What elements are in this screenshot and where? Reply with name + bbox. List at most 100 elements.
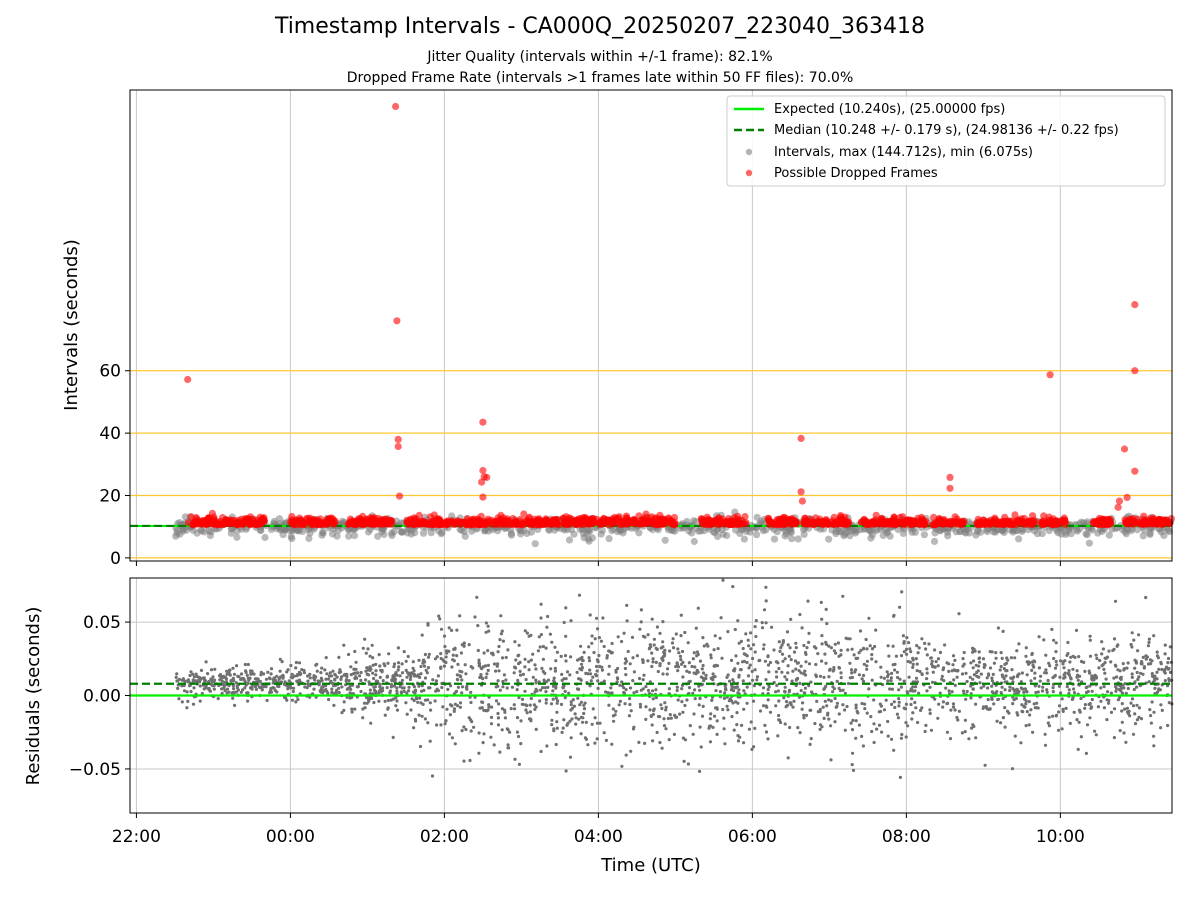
residual-point (1136, 677, 1140, 682)
residual-point (220, 691, 224, 695)
residual-point (1095, 656, 1099, 661)
residual-point (843, 728, 847, 732)
residual-point (651, 697, 655, 701)
residual-point (694, 626, 698, 630)
dropped-frame-point (360, 517, 368, 525)
residual-point (1043, 743, 1048, 747)
dropped-frame-outlier (1114, 503, 1122, 511)
residual-point (1006, 658, 1010, 662)
residual-point (864, 637, 868, 642)
residual-point (601, 616, 605, 620)
dropped-frame-point (523, 517, 531, 525)
residual-point (1051, 686, 1055, 690)
dropped-frame-point (786, 516, 794, 524)
residual-point (449, 684, 453, 688)
residual-point (628, 702, 632, 707)
residual-point (722, 727, 726, 731)
residual-point (445, 651, 449, 655)
residual-point (519, 719, 523, 723)
dropped-frame-point (213, 521, 222, 529)
residual-point (824, 661, 828, 665)
residual-point (971, 687, 975, 691)
residual-point (837, 712, 841, 716)
residual-point (810, 690, 814, 694)
residual-point (568, 755, 573, 759)
residual-point (671, 637, 675, 641)
residual-point (1119, 689, 1123, 693)
residual-point (506, 648, 510, 652)
residual-point (984, 705, 989, 710)
residual-point (990, 697, 994, 702)
residual-point (529, 717, 533, 721)
residual-point (902, 650, 906, 654)
residual-point (277, 676, 281, 680)
residual-point (674, 665, 678, 669)
residual-point (243, 662, 247, 667)
residual-point (359, 670, 363, 675)
residual-point (177, 697, 181, 701)
residual-point (1000, 685, 1004, 689)
dropped-frame-point (818, 520, 826, 528)
residual-point (489, 722, 494, 726)
dropped-frame-outlier (1131, 301, 1139, 309)
residual-point (609, 686, 613, 690)
residual-point (1088, 684, 1092, 688)
residual-point (767, 670, 771, 674)
residual-point (880, 730, 884, 734)
residual-point (412, 690, 416, 694)
residual-point (1019, 680, 1023, 684)
residual-point (777, 699, 781, 703)
residual-point (981, 657, 986, 661)
dropped-frame-point (494, 520, 502, 528)
residual-point (328, 671, 332, 675)
residual-point (726, 673, 730, 677)
residual-point (662, 650, 666, 654)
interval-point (345, 532, 353, 540)
residual-point (513, 757, 517, 761)
residual-point (398, 674, 402, 678)
interval-point (697, 527, 705, 535)
residual-point (777, 640, 781, 644)
residual-point (854, 706, 858, 710)
residual-point (445, 707, 449, 711)
residual-point (907, 675, 911, 679)
residual-point (372, 700, 376, 705)
residual-point (486, 663, 490, 668)
residual-point (536, 649, 541, 653)
residual-point (470, 720, 474, 724)
residual-point (562, 620, 566, 625)
residual-point (1120, 720, 1124, 724)
residual-point (1090, 678, 1094, 682)
dropped-frame-point (652, 514, 660, 522)
residual-point (285, 670, 289, 674)
residual-point (1140, 660, 1144, 664)
residual-point (999, 651, 1003, 655)
residual-point (564, 769, 568, 773)
residual-point (746, 638, 750, 642)
residual-point (948, 737, 953, 741)
residual-point (260, 688, 264, 692)
residual-point (1136, 649, 1140, 653)
residual-point (327, 697, 331, 702)
residual-point (793, 659, 798, 663)
residual-point (1061, 660, 1065, 664)
residual-point (992, 661, 997, 665)
residual-point (879, 704, 884, 708)
residual-point (1060, 727, 1064, 731)
residual-point (1107, 649, 1111, 653)
dropped-frame-point (977, 520, 985, 529)
x-tick-label: 22:00 (112, 827, 161, 847)
interval-point (294, 527, 303, 535)
residual-point (1159, 726, 1163, 730)
residuals-y-tick-label: 0.05 (83, 613, 121, 633)
jitter-quality-subtitle: Jitter Quality (intervals within +/-1 fr… (427, 49, 773, 65)
residual-point (334, 690, 338, 694)
interval-point (687, 523, 695, 531)
residual-point (537, 635, 541, 639)
dropped-frame-outlier (478, 478, 486, 486)
residual-point (1155, 690, 1160, 694)
residual-point (1163, 671, 1167, 675)
residual-point (1137, 715, 1141, 720)
